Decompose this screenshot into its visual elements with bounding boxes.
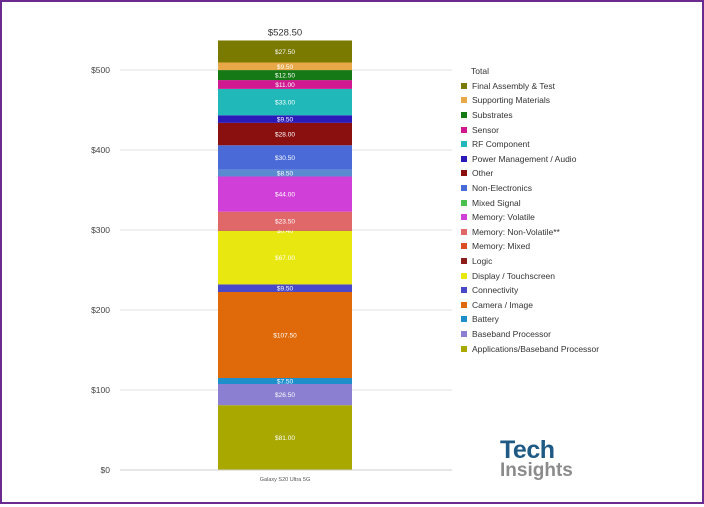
legend-item: Power Management / Audio [461,152,621,167]
legend-item: Mixed Signal [461,195,621,210]
y-tick-label: $200 [91,305,110,315]
legend-label: Non-Electronics [472,183,532,193]
legend-label: Other [472,168,493,178]
legend-label: Display / Touchscreen [472,271,555,281]
segment-label: $44.00 [275,192,295,199]
y-tick-label: $500 [91,65,110,75]
legend-swatch [461,331,467,337]
segment-label: $8.50 [277,171,294,178]
legend-swatch [461,83,467,89]
legend-label: Power Management / Audio [472,154,576,164]
segment-label: $9.50 [277,286,294,293]
y-tick-label: $400 [91,145,110,155]
legend-label: RF Component [472,139,530,149]
legend-item: Memory: Volatile [461,210,621,225]
legend-label: Memory: Non-Volatile** [472,227,560,237]
segment-label: $26.50 [275,392,295,399]
legend-swatch [461,258,467,264]
legend-label: Sensor [472,125,499,135]
legend: Total Final Assembly & Test Supporting Ma… [461,64,621,356]
legend-item: Non-Electronics [461,181,621,196]
legend-swatch [461,112,467,118]
segment-label: $28.00 [275,132,295,139]
legend-label: Baseband Processor [472,329,551,339]
y-tick-label: $100 [91,385,110,395]
legend-item: Camera / Image [461,298,621,313]
segment-label: $7.50 [277,379,294,386]
legend-item: Logic [461,254,621,269]
segment-label: $67.00 [275,255,295,262]
legend-swatch [461,127,467,133]
legend-item: Substrates [461,108,621,123]
legend-item: Applications/Baseband Processor [461,341,621,356]
legend-label: Substrates [472,110,513,120]
segment-label: $23.50 [275,219,295,226]
legend-swatch [461,287,467,293]
legend-item: RF Component [461,137,621,152]
legend-label: Memory: Mixed [472,241,530,251]
legend-swatch [461,97,467,103]
legend-swatch [461,229,467,235]
x-category-label: Galaxy S20 Ultra 5G [260,477,310,483]
legend-label: Memory: Volatile [472,212,535,222]
legend-label: Supporting Materials [472,95,550,105]
segment-label: $11.00 [275,82,295,89]
legend-label: Final Assembly & Test [472,81,555,91]
legend-label: Connectivity [472,285,518,295]
legend-swatch [461,243,467,249]
legend-item: Memory: Mixed [461,239,621,254]
legend-swatch [461,273,467,279]
y-axis: $0 $100 $200 $300 $400 $500 [91,65,110,475]
techinsights-logo: Tech Insights [500,438,610,480]
legend-label: Logic [472,256,492,266]
legend-item: Battery [461,312,621,327]
legend-swatch [461,316,467,322]
legend-title: Total [461,64,621,79]
legend-swatch [461,214,467,220]
legend-item: Connectivity [461,283,621,298]
segment-label: $33.00 [275,100,295,107]
legend-swatch [461,156,467,162]
legend-label: Battery [472,314,499,324]
total-label: $528.50 [268,27,302,38]
segment-label: $9.50 [277,117,294,124]
legend-item: Sensor [461,122,621,137]
legend-item: Supporting Materials [461,93,621,108]
segment-label: $27.50 [275,49,295,56]
legend-swatch [461,170,467,176]
legend-swatch [461,346,467,352]
segment-label: $107.50 [273,333,297,340]
y-tick-label: $0 [101,465,111,475]
legend-swatch [461,302,467,308]
y-tick-label: $300 [91,225,110,235]
logo-insights-text: Insights [500,461,610,480]
legend-item: Memory: Non-Volatile** [461,225,621,240]
bar-stack: $81.00$26.50$7.50$107.50$9.50$67.00$0.40… [218,27,352,470]
legend-label: Camera / Image [472,300,533,310]
legend-swatch [461,200,467,206]
legend-item: Display / Touchscreen [461,268,621,283]
segment-label: $30.50 [275,155,295,162]
legend-label: Mixed Signal [472,198,521,208]
legend-swatch [461,141,467,147]
segment-label: $9.50 [277,64,294,71]
legend-item: Baseband Processor [461,327,621,342]
legend-item: Final Assembly & Test [461,79,621,94]
legend-label: Applications/Baseband Processor [472,344,599,354]
segment-label: $81.00 [275,435,295,442]
x-axis: Galaxy S20 Ultra 5G [120,470,452,483]
legend-swatch [461,185,467,191]
segment-label: $12.50 [275,73,295,80]
legend-item: Other [461,166,621,181]
